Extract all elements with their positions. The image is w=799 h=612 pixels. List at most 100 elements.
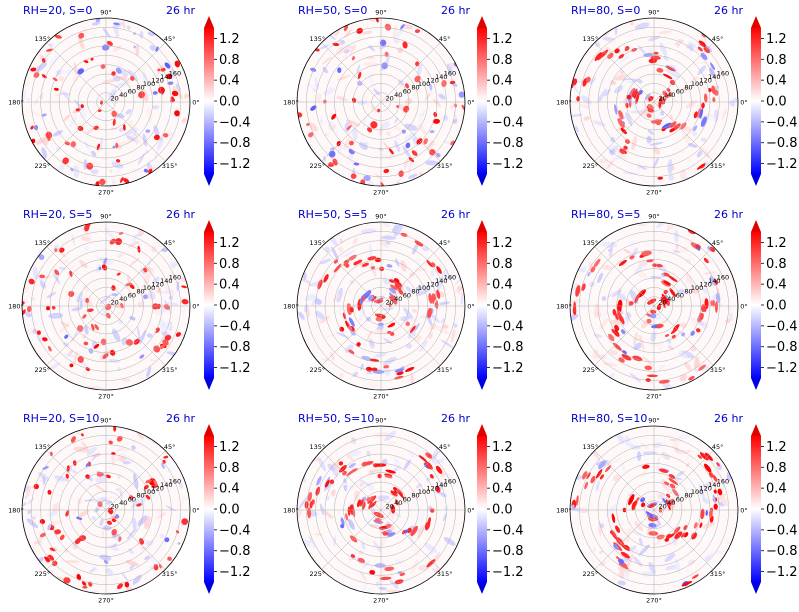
field-cell (621, 354, 632, 361)
field-cell (115, 283, 123, 295)
field-cell (162, 459, 166, 464)
field-cell (152, 105, 160, 110)
field-cell (136, 63, 147, 75)
field-cell (405, 286, 412, 293)
time-label: 26 hr (714, 4, 743, 17)
field-cell (351, 56, 355, 61)
field-cell (150, 491, 157, 498)
field-cell (649, 276, 662, 279)
radial-tick-label: 140 (435, 481, 447, 489)
field-cell (158, 86, 165, 94)
field-cell (711, 85, 716, 95)
field-cell (115, 67, 122, 74)
radial-tick-label: 100 (691, 488, 703, 496)
field-cell (638, 544, 650, 556)
field-cell (122, 20, 126, 29)
field-cell (575, 86, 587, 92)
field-cell (429, 130, 435, 134)
field-cell (121, 378, 131, 382)
radial-tick-label: 80 (411, 288, 419, 296)
field-cell (396, 105, 400, 109)
field-cell (672, 250, 680, 253)
field-cell (417, 63, 423, 76)
field-cell (100, 64, 106, 69)
time-label: 26 hr (441, 4, 470, 17)
field-cell (334, 28, 340, 37)
field-cell (71, 549, 77, 555)
radial-tick-label: 140 (708, 277, 720, 285)
field-cell (622, 528, 634, 534)
field-cell (639, 335, 645, 351)
field-cell (658, 96, 662, 109)
field-cell (38, 338, 51, 347)
field-cell (398, 289, 404, 295)
colorbar-tick-label: −0.4 (492, 319, 524, 334)
field-cell (666, 69, 680, 79)
angle-tick-label: 0° (192, 99, 199, 107)
colorbar-tick-label: 0.0 (492, 95, 513, 110)
field-cell (427, 307, 432, 319)
field-cell (166, 73, 173, 80)
field-cell (636, 497, 640, 502)
colorbar-body (751, 436, 761, 582)
field-cell (458, 91, 465, 98)
field-cell (348, 349, 355, 355)
field-cell (115, 487, 122, 492)
angle-tick-label: 180° (8, 303, 24, 311)
field-cell (48, 43, 54, 47)
field-cell (124, 128, 138, 136)
field-cell (63, 577, 71, 584)
field-cell (308, 132, 314, 138)
field-cell (62, 92, 72, 103)
angle-tick-label: 315° (162, 162, 178, 170)
radial-tick-label: 100 (418, 80, 430, 88)
field-cell (394, 258, 400, 267)
field-cell (595, 480, 600, 492)
field-cell (314, 533, 324, 536)
field-cell (343, 262, 349, 267)
field-cell (347, 325, 353, 331)
colorbar: 1.2 0.8 0.4 0.0 −0.4 −0.8 −1.2 (751, 424, 798, 594)
field-cell (634, 22, 650, 30)
field-cell (132, 346, 144, 353)
field-cell (81, 106, 87, 120)
field-cell (683, 524, 688, 531)
field-cell (115, 238, 123, 245)
angle-tick-label: 90° (100, 213, 112, 221)
field-cell (342, 312, 347, 320)
field-cell (139, 375, 148, 384)
field-cell (638, 578, 649, 589)
field-cell (337, 482, 348, 486)
field-cell (139, 538, 144, 545)
colorbar-extend-min (477, 378, 487, 390)
field-cell (597, 272, 604, 284)
field-cell (30, 67, 37, 72)
field-cell (652, 441, 663, 449)
field-cell (668, 174, 674, 181)
field-cell (69, 31, 79, 37)
field-cell (82, 585, 88, 589)
field-cell (438, 93, 446, 100)
field-cell (53, 87, 59, 91)
field-cell (90, 150, 97, 157)
field-cell (321, 128, 335, 135)
field-cell (325, 334, 336, 339)
field-cell (417, 123, 427, 135)
colorbar-extend-max (751, 16, 761, 28)
angle-tick-label: 270° (98, 189, 114, 197)
field-cell (314, 76, 318, 88)
field-cell (86, 162, 94, 170)
field-cell (76, 279, 81, 285)
field-cell (650, 313, 657, 319)
field-cell (446, 63, 453, 75)
field-layer (22, 18, 190, 186)
angular-gridline (653, 42, 714, 103)
field-cell (39, 518, 46, 525)
angle-tick-label: 315° (437, 570, 453, 578)
field-cell (310, 258, 320, 262)
field-cell (99, 294, 112, 305)
field-cell (439, 301, 450, 305)
colorbar-tick-label: −0.8 (219, 544, 251, 559)
field-cell (58, 266, 66, 271)
